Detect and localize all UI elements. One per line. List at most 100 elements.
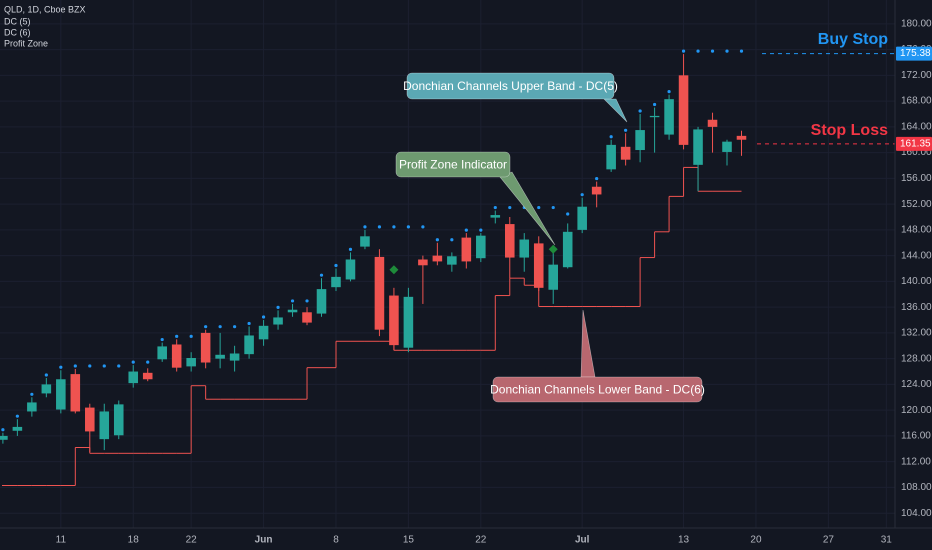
upper-band-dot [696,49,700,53]
upper-band-dot [131,360,135,364]
profit-zone-marker [389,265,399,275]
candle-body [345,259,356,280]
candle-body [707,119,718,127]
candle-body [490,215,501,218]
x-tick-label: 18 [128,535,140,546]
candle-body [273,317,283,325]
axes: 104.00 108.00 112.00 116.00 120.00 124.00 128.… [56,18,932,546]
upper-band-dot [15,414,19,418]
candle-body [664,99,674,135]
upper-band-dot [305,299,309,303]
upper-band-dot [652,102,657,107]
level-badge-text: 161.35 [900,139,931,150]
upper-band-dot [1,428,5,432]
y-tick-label: 144.00 [901,250,932,261]
candle-body [562,231,573,268]
profit-zone-marker [548,244,558,254]
upper-band-dot [667,90,671,94]
x-tick-label: 13 [678,535,690,546]
candle-body [12,426,23,431]
candle-body [418,259,428,266]
upper-band-dot [276,305,280,309]
y-tick-label: 168.00 [901,96,932,107]
candle-body [360,236,370,247]
y-tick-label: 148.00 [901,225,932,236]
y-tick-label: 116.00 [901,431,931,442]
legend-entry: Profit Zone [4,38,48,48]
y-tick-label: 164.00 [901,121,932,132]
y-tick-label: 180.00 [901,18,932,29]
upper-band-dot [377,225,382,229]
level-badge [896,46,932,61]
upper-band-dot [493,205,497,210]
upper-band-dot [233,325,237,329]
upper-band-dot [334,263,338,268]
candle-body [302,312,312,323]
callout-box [395,151,511,178]
candle-body [70,374,81,412]
x-tick-label: 11 [56,535,67,546]
candle-body [258,325,269,340]
upper-band-dot [739,49,744,53]
x-tick-label: Jun [255,535,273,546]
candle-body [142,372,153,380]
candle-body [0,435,8,440]
candle-body [215,354,225,359]
x-tick-label: 8 [333,535,339,546]
upper-band-dot [363,225,367,229]
upper-band-dot [406,225,410,229]
callout-box [406,72,615,100]
y-tick-label: 124.00 [901,379,932,390]
candle-body [649,115,660,118]
y-tick-label: 120.00 [901,405,932,416]
upper-band-dot [710,49,715,53]
callout-text: Profit Zone Indicator [399,158,507,172]
candle-body [244,335,254,355]
upper-band-dot [537,205,541,210]
candle-body [85,407,95,432]
candle-body [113,404,124,436]
upper-band-dot [290,299,295,303]
upper-band-dot [435,238,439,242]
candle-body [736,135,747,140]
candle-body [229,353,240,361]
candle-body [128,371,139,384]
candle-body [635,130,645,151]
callout-box [492,376,703,403]
upper-band-dot [450,238,454,242]
candle-body [56,379,66,410]
candle-body [331,276,341,288]
candle-body [447,256,457,265]
x-tick-label: 31 [881,535,893,546]
upper-band-dot [551,205,555,210]
candle-body [27,402,37,412]
upper-band-dot [464,228,468,232]
upper-band-dot [160,337,164,342]
upper-band-dot [88,364,92,368]
y-tick-label: 132.00 [901,328,932,339]
x-tick-label: 22 [186,535,198,546]
x-tick-label: Jul [575,535,590,546]
upper-band-dot [319,273,324,277]
upper-band-dot [566,212,570,216]
candle-body [577,206,587,230]
callout-text: Donchian Channels Upper Band - DC(5) [403,79,618,93]
candle-body [200,332,211,363]
level-badge [896,136,932,151]
legend-title: QLD, 1D, Cboe BZX [4,4,86,14]
y-tick-label: 140.00 [901,276,932,287]
candle-body [548,264,558,290]
candle-body [403,296,414,348]
upper-band-dot [261,315,266,319]
upper-band-dot [725,49,729,53]
level-label: Buy Stop [818,31,888,48]
y-tick-label: 104.00 [901,508,932,519]
candle-body [591,186,602,195]
candle-body [186,358,196,367]
upper-band-dot [580,193,584,197]
candle-body [533,243,544,288]
y-tick-label: 108.00 [901,482,932,493]
upper-band-dot [73,364,77,368]
upper-band-dot [624,128,628,132]
candle-body [519,239,530,258]
